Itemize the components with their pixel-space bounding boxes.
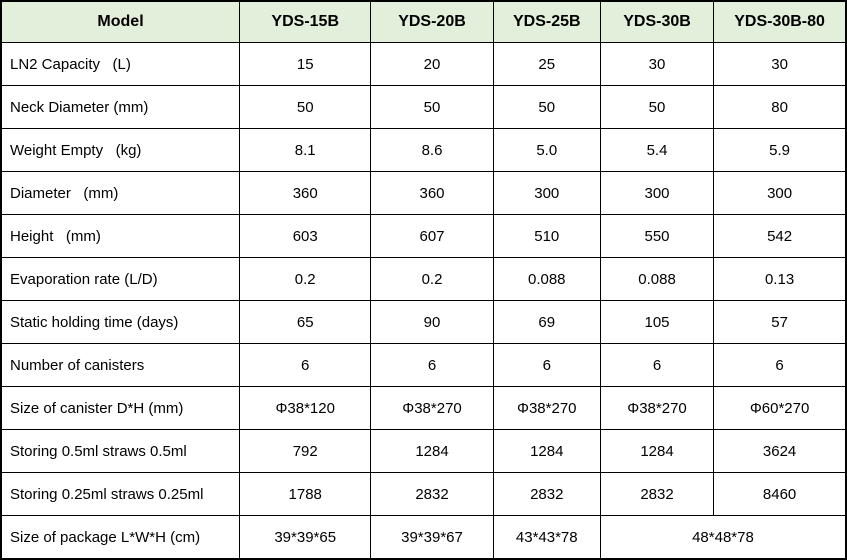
cell-value: 5.0 (492, 128, 601, 172)
row-label: Storing 0.25ml straws 0.25ml (0, 472, 241, 516)
cell-value: 6 (599, 343, 715, 387)
header-cell-yds-20b: YDS-20B (370, 0, 494, 43)
row-label: Neck Diameter (mm) (0, 85, 241, 129)
row-label: Size of package L*W*H (cm) (0, 515, 241, 560)
cell-value: 1284 (492, 429, 601, 473)
row-label: Storing 0.5ml straws 0.5ml (0, 429, 241, 473)
row-label: Size of canister D*H (mm) (0, 386, 241, 430)
cell-value: 8460 (713, 472, 847, 516)
cell-value: 25 (492, 42, 601, 86)
cell-value: 90 (370, 300, 494, 344)
cell-value: 30 (713, 42, 847, 86)
cell-value: 300 (713, 171, 847, 215)
cell-value: 1788 (239, 472, 372, 516)
row-label: Evaporation rate (L/D) (0, 257, 241, 301)
cell-value: 607 (370, 214, 494, 258)
cell-value: 8.6 (370, 128, 494, 172)
cell-value: Φ38*270 (492, 386, 601, 430)
cell-value: 50 (239, 85, 372, 129)
cell-value: 300 (599, 171, 715, 215)
cell-value: 0.2 (370, 257, 494, 301)
cell-value: 39*39*67 (370, 515, 494, 560)
row-label: LN2 Capacity (L) (0, 42, 241, 86)
cell-value: 50 (370, 85, 494, 129)
row-label: Diameter (mm) (0, 171, 241, 215)
cell-value: 69 (492, 300, 601, 344)
cell-value: 792 (239, 429, 372, 473)
cell-value: 0.2 (239, 257, 372, 301)
cell-value: 1284 (370, 429, 494, 473)
cell-value: 2832 (370, 472, 494, 516)
cell-value: 0.088 (599, 257, 715, 301)
cell-value: 20 (370, 42, 494, 86)
table-row-diameter: Diameter (mm) 360 360 300 300 300 (0, 171, 847, 215)
table-row-evaporation-rate: Evaporation rate (L/D) 0.2 0.2 0.088 0.0… (0, 257, 847, 301)
cell-value: 50 (599, 85, 715, 129)
cell-value: 603 (239, 214, 372, 258)
header-cell-model: Model (0, 0, 241, 43)
cell-value: 510 (492, 214, 601, 258)
header-row: Model YDS-15B YDS-20B YDS-25B YDS-30B YD… (0, 0, 847, 43)
cell-value: 43*43*78 (492, 515, 601, 560)
row-label: Weight Empty (kg) (0, 128, 241, 172)
cell-value: 1284 (599, 429, 715, 473)
header-cell-yds-30b: YDS-30B (599, 0, 715, 43)
cell-value: 5.4 (599, 128, 715, 172)
header-cell-yds-25b: YDS-25B (492, 0, 601, 43)
row-label: Static holding time (days) (0, 300, 241, 344)
cell-value: 0.088 (492, 257, 601, 301)
table-row-storing-025ml-straws: Storing 0.25ml straws 0.25ml 1788 2832 2… (0, 472, 847, 516)
cell-value: 5.9 (713, 128, 847, 172)
table-row-height: Height (mm) 603 607 510 550 542 (0, 214, 847, 258)
header-cell-yds-30b-80: YDS-30B-80 (713, 0, 847, 43)
cell-value-merged: 48*48*78 (599, 515, 847, 560)
table-row-canister-size: Size of canister D*H (mm) Φ38*120 Φ38*27… (0, 386, 847, 430)
table-row-ln2-capacity: LN2 Capacity (L) 15 20 25 30 30 (0, 42, 847, 86)
cell-value: 57 (713, 300, 847, 344)
cell-value: 6 (239, 343, 372, 387)
cell-value: 15 (239, 42, 372, 86)
cell-value: 300 (492, 171, 601, 215)
cell-value: 550 (599, 214, 715, 258)
cell-value: 360 (239, 171, 372, 215)
cell-value: 0.13 (713, 257, 847, 301)
cell-value: 30 (599, 42, 715, 86)
cell-value: 65 (239, 300, 372, 344)
table-row-number-of-canisters: Number of canisters 6 6 6 6 6 (0, 343, 847, 387)
cell-value: Φ38*270 (370, 386, 494, 430)
cell-value: 6 (370, 343, 494, 387)
cell-value: 2832 (492, 472, 601, 516)
cell-value: 2832 (599, 472, 715, 516)
table-row-storing-05ml-straws: Storing 0.5ml straws 0.5ml 792 1284 1284… (0, 429, 847, 473)
header-cell-yds-15b: YDS-15B (239, 0, 372, 43)
table-row-static-holding-time: Static holding time (days) 65 90 69 105 … (0, 300, 847, 344)
cell-value: 80 (713, 85, 847, 129)
cell-value: Φ38*120 (239, 386, 372, 430)
cell-value: 8.1 (239, 128, 372, 172)
cell-value: Φ38*270 (599, 386, 715, 430)
cell-value: Φ60*270 (713, 386, 847, 430)
cell-value: 542 (713, 214, 847, 258)
cell-value: 6 (713, 343, 847, 387)
cell-value: 360 (370, 171, 494, 215)
cell-value: 105 (599, 300, 715, 344)
row-label: Height (mm) (0, 214, 241, 258)
cell-value: 6 (492, 343, 601, 387)
cell-value: 50 (492, 85, 601, 129)
cell-value: 39*39*65 (239, 515, 372, 560)
table-row-package-size: Size of package L*W*H (cm) 39*39*65 39*3… (0, 515, 847, 560)
table-row-weight-empty: Weight Empty (kg) 8.1 8.6 5.0 5.4 5.9 (0, 128, 847, 172)
cell-value: 3624 (713, 429, 847, 473)
table-row-neck-diameter: Neck Diameter (mm) 50 50 50 50 80 (0, 85, 847, 129)
row-label: Number of canisters (0, 343, 241, 387)
